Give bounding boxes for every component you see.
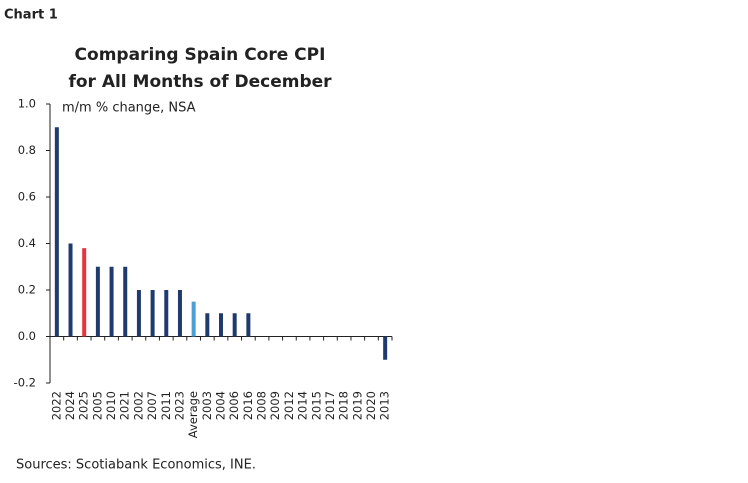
x-tick-label: 2022 (49, 391, 63, 420)
x-tick-label: 2004 (214, 391, 228, 420)
bar (54, 127, 59, 337)
x-tick-label: 2023 (172, 391, 186, 420)
y-tick-label: 0.2 (18, 283, 36, 297)
bar (191, 301, 196, 337)
bar (123, 266, 128, 337)
chart-title: Comparing Spain Core CPI (75, 45, 326, 65)
x-tick-label: 2005 (90, 391, 104, 420)
x-tick-label: 2019 (350, 391, 364, 420)
y-tick-label: 0.8 (18, 143, 36, 157)
x-tick-label: 2014 (296, 391, 310, 420)
x-tick-label: 2007 (145, 391, 159, 420)
x-tick-label: 2024 (63, 391, 77, 420)
source: Sources: Scotiabank Economics, INE. (16, 458, 256, 473)
bar (205, 313, 210, 337)
bar (232, 313, 237, 337)
bar (219, 313, 223, 337)
subtitle: m/m % change, NSA (62, 101, 196, 116)
bar (383, 336, 388, 360)
y-tick-label: -0.2 (14, 376, 36, 390)
bar (150, 290, 155, 337)
y-tick-label: 0.0 (18, 329, 36, 343)
x-tick-label: 2016 (241, 391, 255, 420)
x-tick-label: 2018 (337, 391, 351, 420)
y-tick-label: 0.6 (18, 190, 36, 204)
x-tick-label: 2002 (131, 391, 145, 420)
bar (82, 248, 87, 337)
x-tick-label: 2017 (323, 391, 337, 420)
x-tick-label: 2009 (268, 391, 282, 420)
chart-title: for All Months of December (68, 72, 332, 92)
bar (136, 290, 141, 337)
x-tick-label: 2006 (227, 391, 241, 420)
chart-label: Chart 1 (4, 8, 58, 23)
bar (246, 313, 251, 337)
x-tick-label: Average (186, 391, 200, 438)
x-tick-label: 2011 (159, 391, 173, 420)
x-tick-label: 2015 (309, 391, 323, 420)
x-tick-label: 2020 (364, 391, 378, 420)
bar (177, 290, 182, 337)
x-tick-label: 2013 (378, 391, 392, 420)
x-tick-label: 2021 (118, 391, 132, 420)
y-tick-label: 1.0 (18, 97, 36, 111)
x-tick-label: 2025 (77, 391, 91, 420)
bar (95, 266, 100, 337)
x-tick-label: 2003 (200, 391, 214, 420)
x-tick-label: 2008 (255, 391, 269, 420)
bar (164, 290, 169, 337)
bar (109, 266, 114, 337)
y-tick-label: 0.4 (18, 236, 36, 250)
bar (68, 243, 73, 337)
x-tick-label: 2012 (282, 391, 296, 420)
x-tick-label: 2010 (104, 391, 118, 420)
